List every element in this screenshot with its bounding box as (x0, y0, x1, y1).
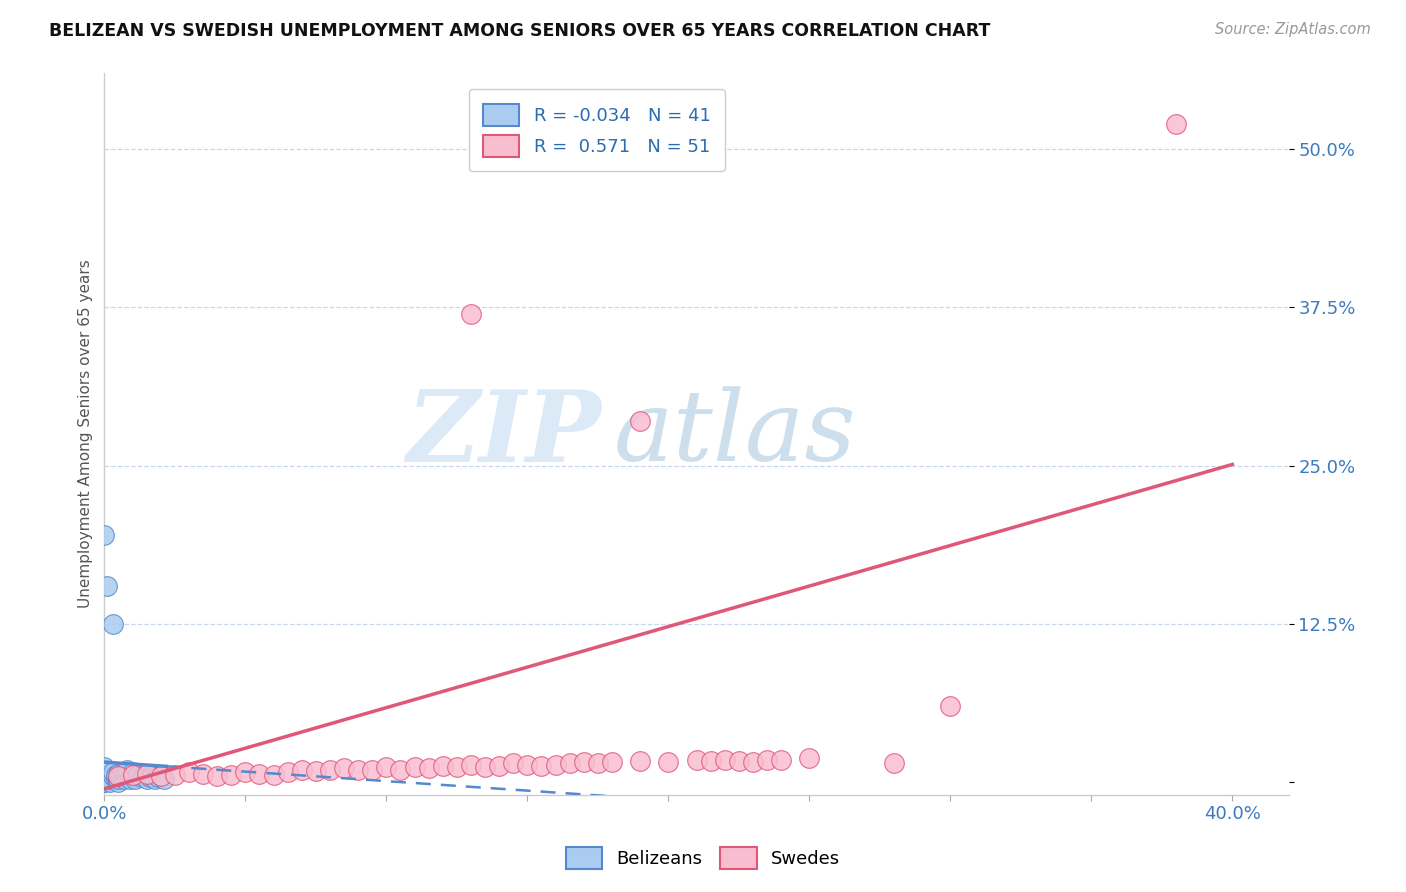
Point (93, 769, 115, 783)
Point (141, 769, 163, 783)
Point (263, 768, 285, 782)
Point (333, 762, 356, 776)
Point (93, 772, 115, 786)
Point (118, 772, 141, 786)
Point (104, 772, 127, 786)
Point (121, 769, 143, 783)
Point (135, 766, 157, 780)
Point (883, 756, 905, 771)
Text: Source: ZipAtlas.com: Source: ZipAtlas.com (1215, 22, 1371, 37)
Point (191, 766, 214, 780)
Point (93, 760, 115, 774)
Point (177, 765, 200, 780)
Point (93, 528, 115, 542)
Point (756, 753, 779, 767)
Point (93, 766, 115, 780)
Point (104, 768, 127, 782)
Point (93, 769, 115, 783)
Point (628, 414, 651, 428)
Point (432, 759, 454, 773)
Point (418, 762, 440, 776)
Point (389, 763, 412, 777)
Text: ZIP: ZIP (406, 385, 602, 483)
Point (107, 775, 129, 789)
Point (96, 579, 118, 593)
Legend: Belizeans, Swedes: Belizeans, Swedes (558, 839, 848, 876)
Point (101, 769, 124, 783)
Point (502, 756, 524, 771)
Point (93, 775, 115, 789)
Point (98, 775, 121, 789)
Point (530, 759, 553, 773)
Point (107, 772, 129, 786)
Point (770, 753, 793, 767)
Point (98, 772, 121, 786)
Point (205, 769, 228, 783)
Point (127, 768, 149, 782)
Point (586, 756, 609, 771)
Point (138, 770, 160, 784)
Point (107, 766, 129, 780)
Point (319, 763, 342, 777)
Text: atlas: atlas (613, 386, 856, 482)
Point (628, 754, 651, 768)
Point (219, 768, 242, 782)
Point (112, 772, 135, 786)
Point (347, 763, 370, 777)
Point (121, 768, 143, 782)
Point (112, 765, 135, 780)
Point (474, 760, 496, 774)
Point (544, 757, 567, 772)
Point (277, 765, 299, 780)
Point (143, 772, 166, 786)
Point (107, 769, 129, 783)
Point (305, 764, 328, 778)
Point (93, 775, 115, 789)
Point (115, 763, 138, 777)
Point (129, 770, 152, 784)
Point (799, 751, 821, 765)
Point (93, 765, 115, 780)
Point (600, 755, 623, 769)
Point (235, 765, 257, 780)
Point (460, 307, 482, 321)
Y-axis label: Unemployment Among Seniors over 65 years: Unemployment Among Seniors over 65 years (79, 260, 93, 608)
Point (685, 753, 707, 767)
Point (110, 769, 132, 783)
Point (93, 763, 115, 777)
Point (657, 755, 679, 769)
Point (460, 757, 482, 772)
Point (742, 755, 765, 769)
Point (152, 772, 174, 786)
Point (149, 769, 172, 783)
Point (291, 763, 314, 777)
Point (713, 753, 735, 767)
Legend: R = -0.034   N = 41, R =  0.571   N = 51: R = -0.034 N = 41, R = 0.571 N = 51 (468, 89, 725, 171)
Point (699, 754, 721, 768)
Point (249, 766, 271, 780)
Point (163, 768, 186, 782)
Point (939, 699, 962, 714)
Text: BELIZEAN VS SWEDISH UNEMPLOYMENT AMONG SENIORS OVER 65 YEARS CORRELATION CHART: BELIZEAN VS SWEDISH UNEMPLOYMENT AMONG S… (49, 22, 991, 40)
Point (124, 772, 146, 786)
Point (361, 763, 384, 777)
Point (572, 755, 595, 769)
Point (488, 759, 510, 773)
Point (375, 760, 398, 774)
Point (121, 765, 143, 780)
Point (1164, 117, 1187, 131)
Point (146, 770, 169, 784)
Point (446, 760, 468, 774)
Point (149, 769, 172, 783)
Point (115, 769, 138, 783)
Point (558, 756, 581, 771)
Point (101, 765, 124, 780)
Point (101, 617, 124, 632)
Point (404, 760, 426, 774)
Point (93, 772, 115, 787)
Point (728, 754, 751, 768)
Point (516, 757, 538, 772)
Point (135, 772, 157, 786)
Point (132, 769, 155, 783)
